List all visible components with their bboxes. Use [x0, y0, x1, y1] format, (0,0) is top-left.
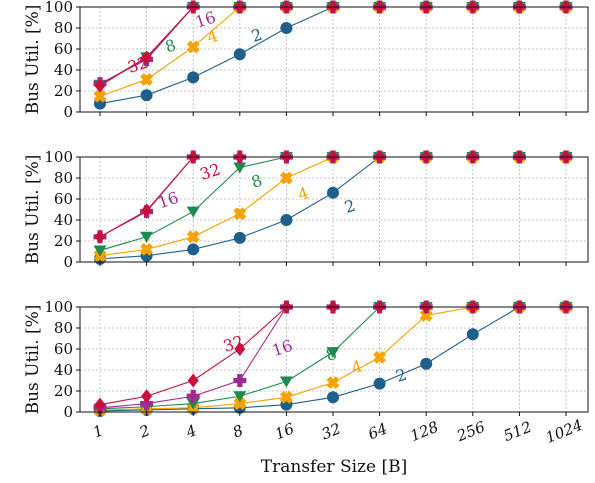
y-tick-label: 100: [44, 0, 73, 16]
plot-frame: [79, 6, 589, 113]
x-tick-label: 64: [366, 419, 390, 443]
data-point: [94, 229, 106, 244]
data-point: [373, 350, 387, 364]
y-tick-label: 60: [54, 190, 73, 208]
data-point: [233, 231, 246, 244]
data-point: [140, 397, 154, 411]
y-axis-label: Bus Util. [%]: [23, 5, 43, 115]
y-tick-label: 0: [63, 253, 73, 271]
x-tick-label: 1: [90, 421, 106, 441]
data-point: [141, 389, 153, 404]
series-annotation: 8: [249, 171, 265, 192]
y-tick-label: 20: [54, 382, 73, 400]
data-point: [279, 390, 293, 404]
data-point: [280, 214, 293, 226]
data-point: [140, 89, 153, 102]
data-point: [279, 171, 293, 185]
data-point: [466, 328, 479, 341]
x-tick-label: 512: [501, 418, 534, 445]
data-point: [94, 78, 106, 93]
y-tick-label: 60: [54, 40, 73, 58]
data-point: [233, 48, 246, 61]
y-tick-label: 60: [54, 340, 73, 358]
data-point: [187, 71, 200, 84]
data-point: [187, 373, 199, 388]
y-axis-label: Bus Util. [%]: [23, 305, 43, 415]
x-tick-label: 1024: [543, 416, 585, 447]
y-tick-label: 40: [54, 61, 73, 79]
y-tick-label: 40: [54, 211, 73, 229]
series-annotation: 4: [296, 183, 312, 204]
x-tick-label: 8: [230, 421, 246, 441]
y-tick-label: 80: [54, 19, 73, 37]
series-annotation: 32: [198, 160, 223, 184]
x-tick-label: 128: [408, 418, 441, 445]
data-point: [186, 398, 200, 410]
series-annotation: 16: [156, 188, 181, 212]
data-point: [234, 342, 246, 356]
data-point: [279, 376, 293, 388]
series-annotation: 2: [393, 365, 409, 386]
data-point: [233, 391, 247, 403]
y-tick-label: 100: [44, 298, 73, 316]
data-point: [420, 357, 433, 370]
data-point: [233, 207, 247, 221]
data-point: [186, 389, 200, 403]
data-point: [94, 397, 106, 412]
data-point: [373, 377, 386, 390]
x-tick-label: 32: [319, 419, 343, 443]
data-point: [327, 186, 339, 199]
data-point: [140, 242, 154, 256]
y-tick-label: 40: [54, 361, 73, 379]
data-point: [141, 50, 153, 65]
data-point: [187, 243, 200, 256]
series-annotation: 2: [249, 25, 265, 46]
data-point: [233, 374, 247, 387]
y-tick-label: 80: [54, 319, 73, 337]
data-point: [186, 206, 200, 218]
x-axis-label: Transfer Size [B]: [261, 457, 407, 477]
x-tick-label: 256: [453, 417, 488, 445]
data-point: [233, 397, 247, 411]
data-point: [140, 73, 154, 86]
series-annotation: 8: [163, 35, 179, 56]
plot-frame: [79, 306, 589, 413]
data-point: [326, 347, 340, 359]
x-tick-label: 16: [272, 419, 297, 443]
y-tick-label: 0: [63, 103, 73, 121]
plot-frame: [79, 156, 589, 263]
y-tick-label: 20: [54, 82, 73, 100]
data-point: [327, 391, 339, 404]
x-tick-label: 4: [183, 421, 200, 442]
data-point: [140, 231, 154, 243]
data-point: [186, 230, 200, 244]
data-point: [186, 40, 200, 54]
data-point: [93, 245, 107, 257]
y-tick-label: 100: [44, 148, 73, 166]
series-annotation: 2: [342, 196, 358, 217]
x-tick-label: 2: [136, 421, 153, 442]
series-annotation: 16: [270, 336, 295, 360]
y-tick-label: 80: [54, 169, 73, 187]
y-axis-label: Bus Util. [%]: [23, 155, 43, 265]
data-point: [233, 162, 247, 174]
series-annotation: 8: [324, 344, 340, 365]
y-tick-label: 20: [54, 232, 73, 250]
data-point: [326, 376, 340, 390]
y-tick-label: 0: [63, 403, 73, 421]
data-point: [141, 203, 153, 218]
data-point: [419, 308, 433, 322]
data-point: [93, 89, 107, 103]
data-point: [280, 22, 293, 34]
